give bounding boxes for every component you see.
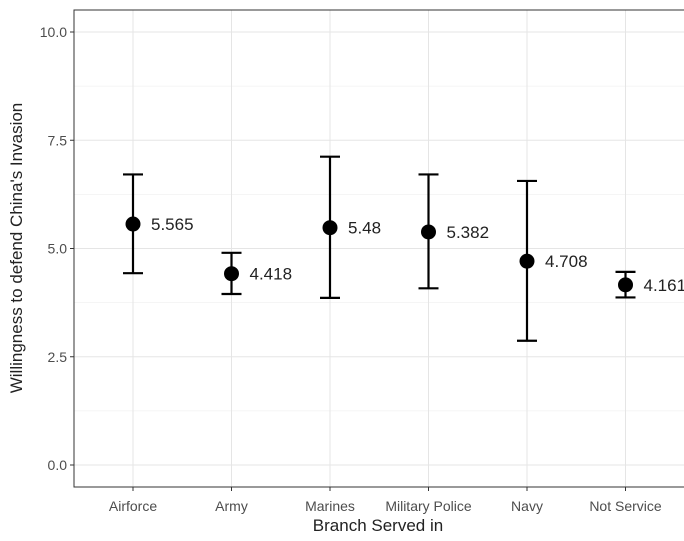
- plot-panel-border: [73, 9, 684, 488]
- mean-point: [322, 220, 338, 236]
- data-label: 4.161: [644, 276, 684, 295]
- data-label: 4.418: [250, 265, 293, 284]
- data-label: 5.565: [151, 215, 194, 234]
- mean-point: [125, 216, 141, 232]
- y-tick-label: 2.5: [48, 349, 68, 365]
- data-label: 5.382: [447, 223, 490, 242]
- y-tick-label: 0.0: [48, 457, 68, 473]
- y-tick-label: 7.5: [48, 132, 68, 148]
- data-label: 4.708: [545, 252, 588, 271]
- mean-point: [224, 266, 239, 282]
- x-tick-label: Navy: [511, 498, 543, 514]
- y-axis-title: Willingness to defend China's Invasion: [7, 103, 26, 394]
- mean-point: [618, 277, 633, 293]
- x-axis-title: Branch Served in: [313, 516, 443, 535]
- y-tick-label: 5.0: [48, 241, 68, 257]
- y-tick-label: 10.0: [40, 24, 67, 40]
- mean-point: [421, 224, 436, 240]
- x-tick-label: Marines: [305, 498, 355, 514]
- x-tick-label: Military Police: [385, 498, 472, 514]
- x-tick-label: Airforce: [109, 498, 157, 514]
- x-tick-label: Army: [215, 498, 248, 514]
- plot-marks: 5.565 4.418 5.48 5.382 4.708 4.161: [123, 155, 684, 342]
- axes: 0.0 2.5 5.0 7.5 10.0 Airforce Army Marines Milit…: [40, 9, 684, 514]
- x-tick-label: Not Service: [589, 498, 662, 514]
- data-label: 5.48: [348, 219, 381, 238]
- mean-point: [519, 253, 535, 269]
